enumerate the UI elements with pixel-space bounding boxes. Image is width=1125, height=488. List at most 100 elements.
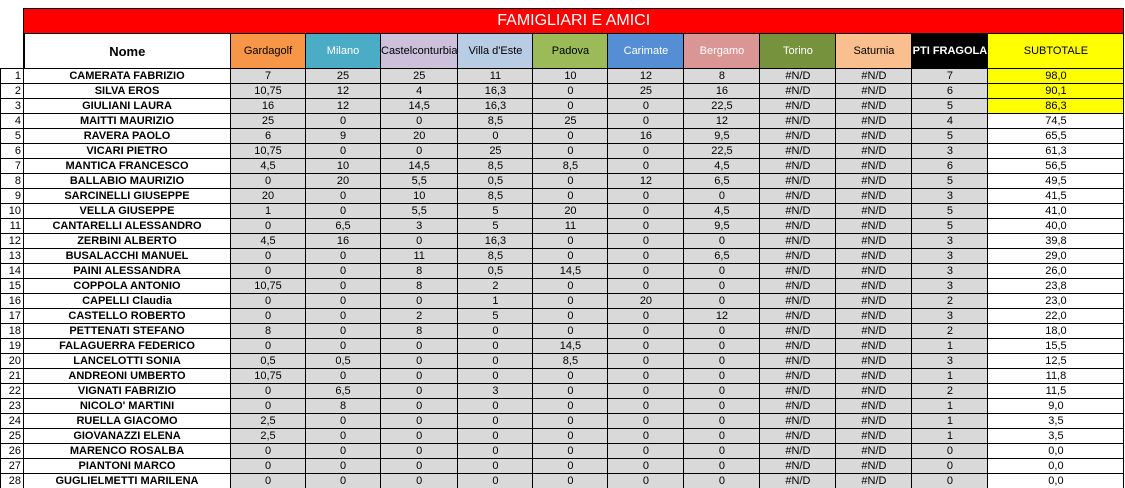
score-cell[interactable]: 16,3: [457, 83, 534, 99]
score-cell[interactable]: 0,5: [457, 263, 534, 279]
score-cell[interactable]: 8: [379, 263, 459, 279]
score-cell[interactable]: 10: [532, 68, 609, 84]
score-cell[interactable]: 0: [607, 203, 685, 219]
score-cell[interactable]: 16: [230, 98, 306, 114]
score-cell[interactable]: #N/D: [835, 308, 913, 324]
name-cell[interactable]: GIULIANI LAURA: [23, 98, 231, 114]
score-cell[interactable]: 9,5: [683, 128, 761, 144]
subtotal-cell[interactable]: 39,8: [987, 233, 1125, 249]
score-cell[interactable]: 20: [305, 173, 381, 189]
name-cell[interactable]: GIOVANAZZI ELENA: [23, 428, 231, 444]
score-cell[interactable]: 4,5: [683, 158, 761, 174]
name-cell[interactable]: CAMERATA FABRIZIO: [23, 68, 231, 84]
score-cell[interactable]: 0: [457, 353, 534, 369]
score-cell[interactable]: 0: [230, 473, 306, 488]
score-cell[interactable]: #N/D: [835, 233, 913, 249]
score-cell[interactable]: 4,5: [683, 203, 761, 219]
score-cell[interactable]: 16: [305, 233, 381, 249]
score-cell[interactable]: #N/D: [835, 398, 913, 414]
score-cell[interactable]: 0,5: [457, 173, 534, 189]
subtotal-cell[interactable]: 41,0: [987, 203, 1125, 219]
score-cell[interactable]: 3: [457, 383, 534, 399]
score-cell[interactable]: #N/D: [835, 143, 913, 159]
score-cell[interactable]: 12: [683, 113, 761, 129]
score-cell[interactable]: 0: [532, 383, 609, 399]
score-cell[interactable]: #N/D: [759, 458, 837, 474]
score-cell[interactable]: 16: [607, 128, 685, 144]
score-cell[interactable]: 1: [457, 293, 534, 309]
score-cell[interactable]: 16: [683, 83, 761, 99]
score-cell[interactable]: 0: [683, 383, 761, 399]
score-cell[interactable]: 0: [305, 113, 381, 129]
score-cell[interactable]: 0: [911, 458, 989, 474]
subtotal-cell[interactable]: 61,3: [987, 143, 1125, 159]
score-cell[interactable]: 0: [379, 443, 459, 459]
score-cell[interactable]: 2: [911, 383, 989, 399]
score-cell[interactable]: 0: [607, 188, 685, 204]
score-cell[interactable]: 25: [230, 113, 306, 129]
score-cell[interactable]: 3: [379, 218, 459, 234]
score-cell[interactable]: 10,75: [230, 368, 306, 384]
score-cell[interactable]: 0: [607, 158, 685, 174]
name-cell[interactable]: BALLABIO MAURIZIO: [23, 173, 231, 189]
name-cell[interactable]: ANDREONI UMBERTO: [23, 368, 231, 384]
score-cell[interactable]: 0: [607, 143, 685, 159]
score-cell[interactable]: 0: [683, 443, 761, 459]
score-cell[interactable]: 11: [457, 68, 534, 84]
score-cell[interactable]: 3: [911, 233, 989, 249]
score-cell[interactable]: 0: [532, 278, 609, 294]
score-cell[interactable]: 20: [532, 203, 609, 219]
score-cell[interactable]: 1: [911, 368, 989, 384]
name-cell[interactable]: RAVERA PAOLO: [23, 128, 231, 144]
score-cell[interactable]: 0: [607, 233, 685, 249]
score-cell[interactable]: 8: [379, 278, 459, 294]
score-cell[interactable]: #N/D: [759, 278, 837, 294]
subtotal-cell[interactable]: 9,0: [987, 398, 1125, 414]
score-cell[interactable]: 0: [457, 338, 534, 354]
name-cell[interactable]: MAITTI MAURIZIO: [23, 113, 231, 129]
score-cell[interactable]: 6: [911, 83, 989, 99]
score-cell[interactable]: #N/D: [759, 128, 837, 144]
name-cell[interactable]: VELLA GIUSEPPE: [23, 203, 231, 219]
score-cell[interactable]: 0: [379, 368, 459, 384]
score-cell[interactable]: 5: [911, 218, 989, 234]
score-cell[interactable]: 0: [305, 413, 381, 429]
score-cell[interactable]: 3: [911, 308, 989, 324]
score-cell[interactable]: #N/D: [759, 68, 837, 84]
score-cell[interactable]: 0: [305, 473, 381, 488]
score-cell[interactable]: 9,5: [683, 218, 761, 234]
score-cell[interactable]: 5: [911, 203, 989, 219]
score-cell[interactable]: 8: [230, 323, 306, 339]
score-cell[interactable]: #N/D: [759, 158, 837, 174]
score-cell[interactable]: 8,5: [457, 188, 534, 204]
score-cell[interactable]: #N/D: [835, 188, 913, 204]
score-cell[interactable]: 0: [683, 413, 761, 429]
name-cell[interactable]: PETTENATI STEFANO: [23, 323, 231, 339]
score-cell[interactable]: 0: [683, 428, 761, 444]
score-cell[interactable]: 10,75: [230, 83, 306, 99]
score-cell[interactable]: 0: [607, 263, 685, 279]
score-cell[interactable]: #N/D: [835, 173, 913, 189]
header-padova[interactable]: Padova: [532, 33, 609, 69]
score-cell[interactable]: 0: [532, 188, 609, 204]
score-cell[interactable]: 0: [379, 353, 459, 369]
score-cell[interactable]: 0: [683, 188, 761, 204]
score-cell[interactable]: #N/D: [759, 323, 837, 339]
score-cell[interactable]: 0: [607, 308, 685, 324]
score-cell[interactable]: #N/D: [835, 128, 913, 144]
subtotal-cell[interactable]: 0,0: [987, 458, 1125, 474]
score-cell[interactable]: 0: [305, 308, 381, 324]
score-cell[interactable]: 0: [532, 143, 609, 159]
score-cell[interactable]: 0: [607, 458, 685, 474]
score-cell[interactable]: 0: [607, 338, 685, 354]
score-cell[interactable]: 5: [911, 128, 989, 144]
score-cell[interactable]: #N/D: [835, 218, 913, 234]
score-cell[interactable]: 0: [457, 128, 534, 144]
score-cell[interactable]: 3: [911, 248, 989, 264]
score-cell[interactable]: #N/D: [835, 353, 913, 369]
score-cell[interactable]: 8,5: [532, 353, 609, 369]
name-cell[interactable]: NICOLO' MARTINI: [23, 398, 231, 414]
score-cell[interactable]: 0: [532, 98, 609, 114]
score-cell[interactable]: #N/D: [835, 293, 913, 309]
header-bergamo[interactable]: Bergamo: [683, 33, 761, 69]
